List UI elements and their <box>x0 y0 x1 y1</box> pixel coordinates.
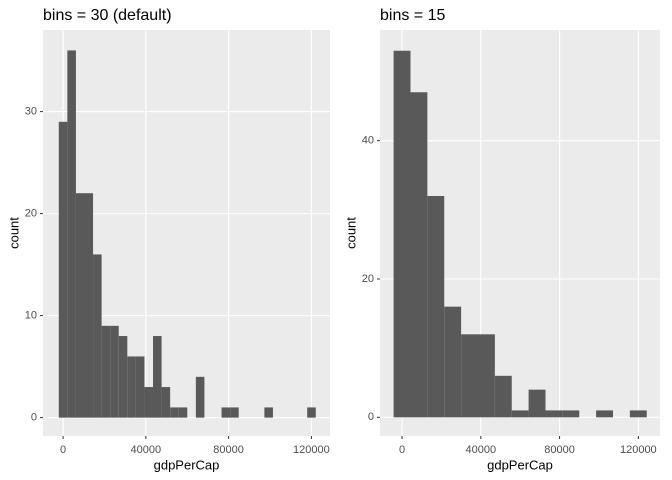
x-axis-title: gdpPerCap <box>154 457 220 472</box>
y-tick-label: 0 <box>368 411 374 423</box>
bar <box>477 334 495 418</box>
y-axis-title: count <box>343 217 358 249</box>
chart-title: bins = 15 <box>380 7 445 24</box>
bar <box>101 325 111 418</box>
bar <box>110 325 119 418</box>
bar <box>127 356 136 418</box>
bar <box>494 375 512 418</box>
x-tick-label: 80000 <box>213 444 244 456</box>
bar <box>230 407 239 418</box>
x-tick-label: 40000 <box>131 444 162 456</box>
bar <box>84 193 94 418</box>
bar <box>161 387 171 418</box>
bar <box>629 410 647 418</box>
bar <box>596 410 613 418</box>
y-tick-label: 10 <box>25 310 37 322</box>
x-tick-label: 80000 <box>544 444 575 456</box>
bar <box>221 407 231 418</box>
x-tick-label: 120000 <box>293 444 330 456</box>
bar <box>511 410 529 418</box>
bar <box>178 407 188 418</box>
bar <box>75 193 85 418</box>
bar <box>264 407 273 418</box>
bar <box>58 121 68 418</box>
bar <box>144 387 154 418</box>
bar <box>153 336 162 418</box>
bar <box>135 356 145 418</box>
bar <box>307 407 316 418</box>
bar <box>528 389 546 418</box>
y-tick-label: 20 <box>25 208 37 220</box>
bar <box>118 336 128 418</box>
bar <box>195 376 205 418</box>
bar <box>93 254 102 418</box>
bar <box>67 50 76 418</box>
bar <box>545 410 563 418</box>
y-tick-label: 20 <box>362 273 374 285</box>
x-tick-label: 0 <box>60 444 66 456</box>
bar <box>170 407 179 418</box>
y-axis-title: count <box>6 217 21 249</box>
bar <box>410 92 428 418</box>
bar <box>427 195 445 418</box>
x-tick-label: 40000 <box>466 444 497 456</box>
x-axis-title: gdpPerCap <box>487 457 553 472</box>
x-tick-label: 0 <box>399 444 405 456</box>
y-tick-label: 30 <box>25 106 37 118</box>
y-tick-label: 0 <box>31 412 37 424</box>
bar <box>393 50 411 418</box>
bar <box>562 410 580 418</box>
x-tick-label: 120000 <box>620 444 657 456</box>
chart-title: bins = 30 (default) <box>43 7 172 24</box>
y-tick-label: 40 <box>362 135 374 147</box>
bar <box>461 334 478 418</box>
bar <box>444 306 462 418</box>
